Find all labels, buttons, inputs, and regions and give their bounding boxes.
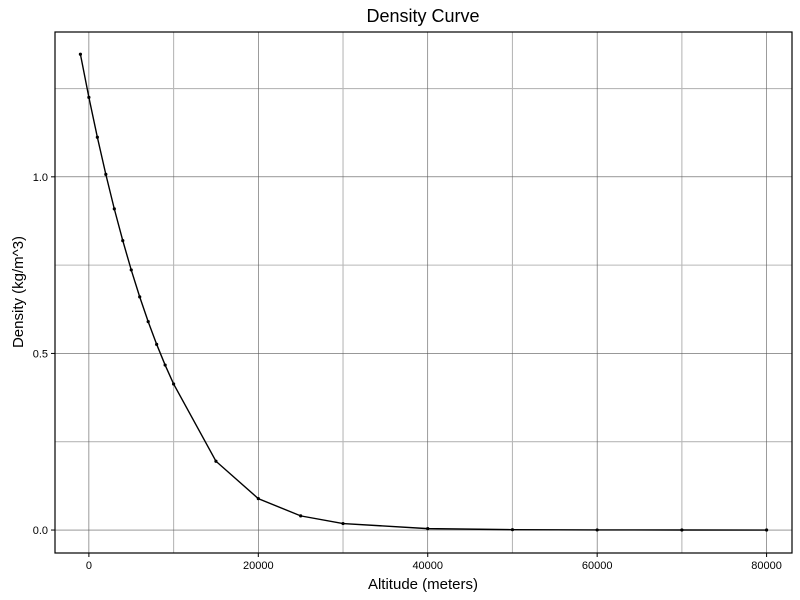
data-point bbox=[112, 207, 116, 211]
x-tick-label: 20000 bbox=[243, 560, 274, 572]
data-point bbox=[121, 239, 125, 243]
y-axis-label: Density (kg/m^3) bbox=[10, 236, 27, 348]
x-axis-label: Altitude (meters) bbox=[368, 576, 478, 593]
data-point bbox=[129, 268, 133, 272]
data-point bbox=[680, 528, 684, 532]
data-point bbox=[171, 382, 176, 386]
x-tick-label: 0 bbox=[86, 560, 92, 572]
data-point bbox=[595, 528, 599, 532]
data-point bbox=[299, 514, 303, 518]
data-point bbox=[95, 135, 99, 139]
data-point bbox=[163, 363, 167, 367]
data-point bbox=[146, 320, 150, 324]
x-tick-label: 40000 bbox=[412, 560, 443, 572]
data-point bbox=[764, 528, 769, 532]
data-point bbox=[341, 521, 345, 526]
series-line bbox=[79, 54, 767, 531]
ticks: 0 20000 40000 60000 80000 0.0 0.5 1.0 bbox=[33, 172, 782, 572]
plot-frame bbox=[54, 31, 793, 554]
chart-title: Density Curve bbox=[366, 6, 479, 26]
data-point bbox=[214, 459, 218, 463]
y-tick-label: 0.5 bbox=[33, 348, 48, 360]
x-tick-label: 80000 bbox=[751, 560, 782, 572]
data-point bbox=[510, 528, 515, 532]
data-point bbox=[104, 172, 108, 176]
x-tick-label: 60000 bbox=[582, 560, 613, 572]
data-point bbox=[78, 52, 83, 56]
grid bbox=[55, 32, 792, 553]
data-point bbox=[155, 342, 159, 346]
series-layer bbox=[78, 52, 769, 532]
y-tick-label: 0.0 bbox=[33, 525, 48, 537]
data-point bbox=[87, 95, 91, 99]
data-point bbox=[426, 527, 430, 531]
data-point bbox=[256, 497, 260, 501]
data-point bbox=[138, 295, 142, 299]
y-tick-label: 1.0 bbox=[33, 172, 48, 184]
